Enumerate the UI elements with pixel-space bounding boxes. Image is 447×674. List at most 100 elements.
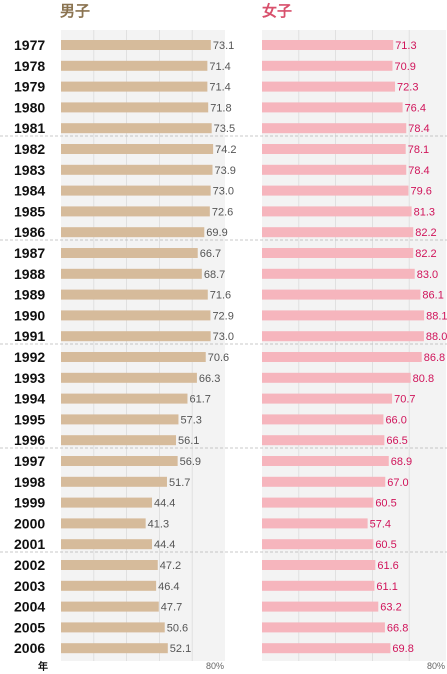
male-bar	[61, 268, 202, 279]
female-bar	[262, 580, 375, 591]
female-value-label: 61.6	[377, 560, 398, 572]
year-label: 1989	[14, 287, 45, 303]
female-bar	[262, 414, 384, 425]
year-label: 1982	[14, 141, 45, 157]
female-value-label: 66.8	[387, 622, 408, 634]
female-value-label: 76.4	[405, 102, 426, 114]
female-axis-end-label: 80%	[427, 661, 445, 671]
female-bar	[262, 622, 385, 633]
male-bar	[61, 414, 179, 425]
male-bar	[61, 372, 197, 383]
male-value-label: 66.3	[199, 373, 220, 385]
female-value-label: 66.5	[386, 435, 407, 447]
year-label: 2003	[14, 578, 45, 594]
male-bar	[61, 164, 213, 175]
male-bar	[61, 643, 168, 654]
male-bar	[61, 352, 206, 362]
female-bar	[262, 310, 425, 321]
year-label: 1980	[14, 99, 45, 115]
male-value-label: 73.1	[213, 40, 234, 52]
male-value-label: 41.3	[148, 518, 169, 530]
female-value-label: 88.1	[426, 310, 447, 322]
year-label: 2006	[14, 640, 45, 656]
year-label: 1996	[14, 432, 45, 448]
male-value-label: 71.4	[209, 82, 230, 94]
year-label: 2004	[14, 599, 45, 615]
male-bar	[61, 227, 205, 238]
male-bar	[61, 518, 146, 529]
year-label: 1994	[14, 391, 45, 407]
male-value-label: 66.7	[200, 248, 221, 260]
female-value-label: 81.3	[414, 206, 435, 218]
female-bar	[262, 476, 386, 487]
male-bar	[61, 331, 211, 342]
year-label: 1981	[14, 120, 45, 136]
year-label: 1977	[14, 37, 45, 53]
female-value-label: 60.5	[375, 498, 396, 510]
year-label: 1986	[14, 224, 45, 240]
male-value-label: 44.4	[154, 498, 175, 510]
female-bar	[262, 60, 393, 71]
female-value-label: 60.5	[375, 539, 396, 551]
year-label: 2001	[14, 536, 45, 552]
female-value-label: 78.4	[408, 165, 429, 177]
year-label: 2000	[14, 515, 45, 531]
year-label: 2002	[14, 557, 45, 573]
year-label: 1987	[14, 245, 45, 261]
female-bar	[262, 435, 385, 446]
male-value-label: 73.0	[213, 186, 234, 198]
year-label: 1984	[14, 183, 45, 199]
year-label: 1988	[14, 266, 45, 282]
female-value-label: 70.9	[394, 61, 415, 73]
male-bar	[61, 102, 209, 113]
year-label: 1995	[14, 411, 45, 427]
year-label: 1992	[14, 349, 45, 365]
male-bar	[61, 40, 211, 50]
female-bar	[262, 372, 411, 383]
male-value-label: 73.9	[214, 165, 235, 177]
year-label: 2005	[14, 619, 45, 635]
male-bar	[61, 248, 198, 258]
female-bar	[262, 289, 421, 300]
male-value-label: 70.6	[208, 352, 229, 364]
male-value-label: 71.6	[210, 290, 231, 302]
male-bar	[61, 560, 158, 570]
female-bar	[262, 456, 389, 466]
male-value-label: 56.1	[178, 435, 199, 447]
year-label: 1985	[14, 203, 45, 219]
male-value-label: 52.1	[170, 643, 191, 655]
female-value-label: 78.1	[408, 144, 429, 156]
male-value-label: 44.4	[154, 539, 175, 551]
year-label: 1991	[14, 328, 45, 344]
male-value-label: 61.7	[189, 394, 210, 406]
male-panel-bg	[61, 30, 225, 661]
female-bar	[262, 601, 379, 612]
male-bar	[61, 123, 212, 134]
male-value-label: 51.7	[169, 477, 190, 489]
male-bar	[61, 539, 153, 550]
male-value-label: 72.9	[212, 310, 233, 322]
female-value-label: 78.4	[408, 123, 429, 135]
male-bar	[61, 497, 153, 508]
female-value-label: 69.8	[392, 643, 413, 655]
year-label: 1978	[14, 58, 45, 74]
year-unit-label: 年	[38, 660, 48, 673]
male-bar	[61, 393, 188, 404]
male-bar	[61, 435, 177, 446]
female-value-label: 86.1	[422, 290, 443, 302]
female-value-label: 80.8	[413, 373, 434, 385]
male-bar	[61, 622, 165, 633]
male-value-label: 56.9	[180, 456, 201, 468]
male-value-label: 50.6	[167, 622, 188, 634]
female-bar	[262, 164, 407, 175]
female-value-label: 83.0	[417, 269, 438, 281]
female-bar	[262, 497, 374, 508]
year-label: 1983	[14, 162, 45, 178]
male-bar	[61, 185, 211, 196]
male-bar	[61, 601, 159, 612]
female-panel-bg	[262, 30, 446, 661]
female-bar	[262, 102, 403, 113]
year-label: 1999	[14, 495, 45, 511]
male-value-label: 71.4	[209, 61, 230, 73]
